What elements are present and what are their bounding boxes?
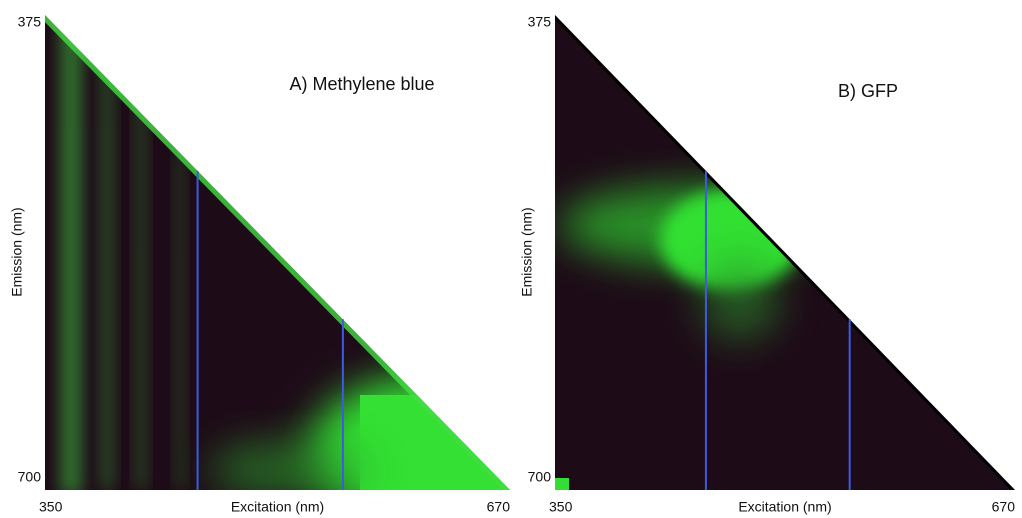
glow <box>60 15 82 490</box>
x-tick-label: 670 <box>992 499 1016 515</box>
y-axis-label: Emission (nm) <box>519 207 535 296</box>
y-tick-label: 700 <box>18 469 42 485</box>
glow <box>210 440 370 490</box>
x-tick-label: 350 <box>39 499 63 515</box>
glow <box>135 100 147 490</box>
glow <box>100 60 114 490</box>
heatmap <box>555 15 1015 490</box>
y-tick-label: 375 <box>18 14 42 30</box>
y-tick-label: 375 <box>528 14 552 30</box>
glow <box>555 478 569 490</box>
x-axis-label: Excitation (nm) <box>231 499 324 515</box>
y-tick-label: 700 <box>528 469 552 485</box>
x-axis-label: Excitation (nm) <box>738 499 831 515</box>
x-tick-label: 350 <box>549 499 573 515</box>
glow <box>700 260 780 340</box>
glow <box>175 150 185 490</box>
diagonal-edge <box>45 15 510 490</box>
y-axis-label: Emission (nm) <box>9 207 25 296</box>
x-tick-label: 670 <box>487 499 511 515</box>
panel-title: B) GFP <box>838 81 898 101</box>
panel-title: A) Methylene blue <box>289 74 434 94</box>
heatmap <box>45 15 510 490</box>
